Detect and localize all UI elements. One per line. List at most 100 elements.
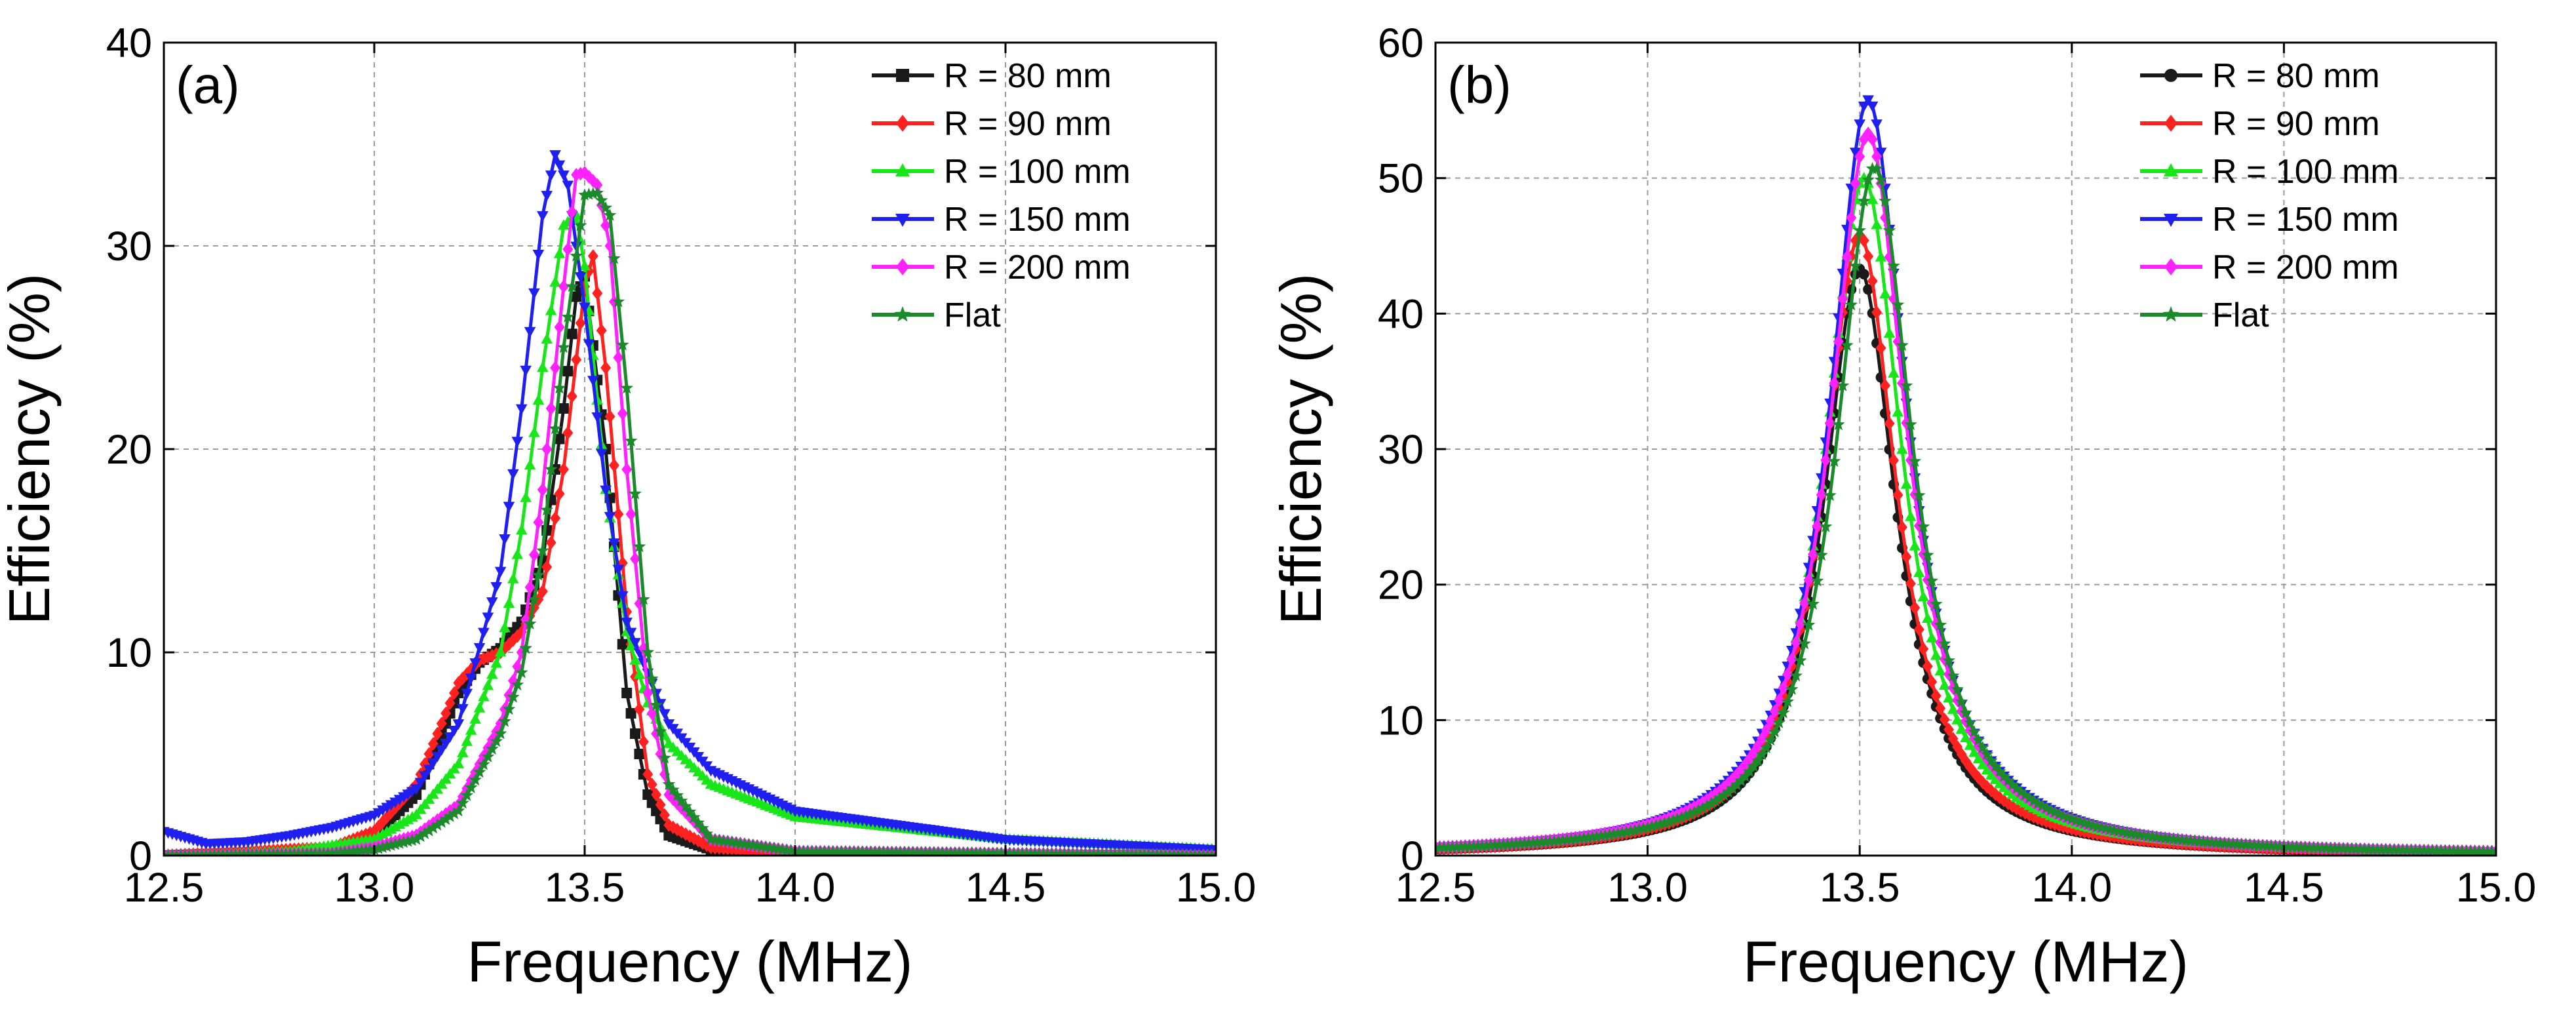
data-point-marker <box>435 815 448 828</box>
data-point-marker <box>1808 547 1819 561</box>
data-point-marker <box>688 831 699 846</box>
x-tick-label: 15.0 <box>2456 865 2537 911</box>
data-point-marker <box>452 757 465 768</box>
data-point-marker <box>1683 807 1697 820</box>
data-point-marker <box>541 191 553 202</box>
data-point-marker <box>2057 809 2070 822</box>
legend-marker <box>894 306 911 322</box>
data-point-marker <box>574 272 587 283</box>
data-point-marker <box>666 783 680 796</box>
panel-b-efficiency-chart: 12.5 13.0 13.5 14.0 14.5 15.0 0 10 20 30 40 50 60 Fre… <box>1268 20 2536 994</box>
data-point-marker <box>436 717 447 730</box>
data-point-marker <box>1946 669 1960 682</box>
data-point-marker <box>1887 259 1900 272</box>
data-point-marker <box>494 726 507 740</box>
data-point-marker <box>1768 724 1782 738</box>
data-point-marker <box>579 260 591 271</box>
data-point-marker <box>1752 739 1763 753</box>
x-axis-title: Frequency (MHz) <box>467 929 913 994</box>
series-line <box>164 275 1216 856</box>
legend-label: R = 100 mm <box>944 153 1131 191</box>
data-point-marker <box>604 511 616 523</box>
data-point-marker <box>1993 764 2006 778</box>
data-point-marker <box>515 404 528 415</box>
data-point-marker <box>625 507 636 521</box>
data-point-marker <box>2052 807 2066 820</box>
data-point-marker <box>393 837 406 849</box>
data-point-marker <box>642 767 654 782</box>
data-point-marker <box>583 264 595 279</box>
series-r100 <box>164 208 1216 856</box>
data-point-marker <box>562 366 574 377</box>
data-point-marker <box>2031 797 2044 810</box>
data-point-marker <box>1858 233 1869 248</box>
data-point-marker <box>1921 548 1934 561</box>
data-point-marker <box>562 242 574 256</box>
data-point-marker <box>620 381 634 394</box>
data-point-marker <box>1883 327 1896 338</box>
data-point-marker <box>646 706 657 721</box>
data-point-marker <box>1740 758 1751 772</box>
data-point-marker <box>1778 688 1789 703</box>
data-point-marker <box>662 778 676 790</box>
series-group <box>164 150 1216 856</box>
data-point-marker <box>1795 617 1806 631</box>
legend: R = 80 mm R = 90 mm R = 100 mm R = 150 mm R … <box>2140 57 2399 334</box>
data-point-marker <box>469 713 481 724</box>
data-point-marker <box>1803 573 1814 587</box>
data-point-marker <box>452 719 465 730</box>
data-point-marker <box>1972 753 1985 764</box>
data-point-marker <box>1892 406 1904 417</box>
data-point-marker <box>507 572 519 584</box>
data-point-marker <box>1917 520 1930 532</box>
data-point-marker <box>448 806 461 820</box>
data-point-marker <box>1824 416 1835 430</box>
data-point-marker <box>608 538 620 549</box>
data-point-marker <box>435 745 448 756</box>
data-point-marker <box>1854 119 1865 130</box>
data-point-marker <box>1810 574 1824 587</box>
data-point-marker <box>486 597 498 608</box>
data-point-marker <box>554 486 565 501</box>
data-point-marker <box>624 434 638 446</box>
data-point-marker <box>617 639 628 650</box>
data-point-marker <box>1607 827 1620 840</box>
data-point-marker <box>625 640 637 651</box>
data-point-marker <box>642 686 654 700</box>
y-tick-label: 20 <box>1378 563 1424 608</box>
data-point-marker <box>2027 794 2040 807</box>
data-point-marker <box>1900 478 1913 489</box>
data-point-marker <box>376 841 389 853</box>
data-point-marker <box>389 837 402 850</box>
legend-label: Flat <box>2212 296 2269 334</box>
data-point-marker <box>1841 250 1852 264</box>
series-r150 <box>164 150 1216 856</box>
data-point-marker <box>519 641 532 654</box>
y-tick-label: 20 <box>106 427 152 473</box>
x-tick-label: 14.5 <box>966 865 1046 911</box>
data-point-marker <box>562 426 574 440</box>
data-point-marker <box>536 544 549 557</box>
data-point-marker <box>427 758 439 769</box>
data-point-marker <box>1841 274 1852 288</box>
data-point-marker <box>615 338 629 351</box>
y-axis-title: Efficiency (%) <box>0 273 62 625</box>
series-flat <box>1435 161 2496 856</box>
data-point-marker <box>524 327 536 338</box>
data-point-marker <box>520 491 532 502</box>
data-point-marker <box>616 591 629 602</box>
data-point-marker <box>638 735 649 749</box>
data-point-marker <box>1700 799 1714 812</box>
data-point-marker <box>1782 667 1793 681</box>
data-point-marker <box>2023 791 2036 804</box>
data-point-marker <box>600 485 612 496</box>
data-point-marker <box>545 170 557 182</box>
data-point-marker <box>1908 454 1922 467</box>
data-point-marker <box>596 198 607 212</box>
data-point-marker <box>1802 618 1816 631</box>
data-point-marker <box>1577 831 1591 844</box>
data-point-marker <box>377 815 388 829</box>
data-point-marker <box>700 827 714 840</box>
data-point-marker <box>2035 799 2049 812</box>
data-point-marker <box>1654 818 1667 830</box>
